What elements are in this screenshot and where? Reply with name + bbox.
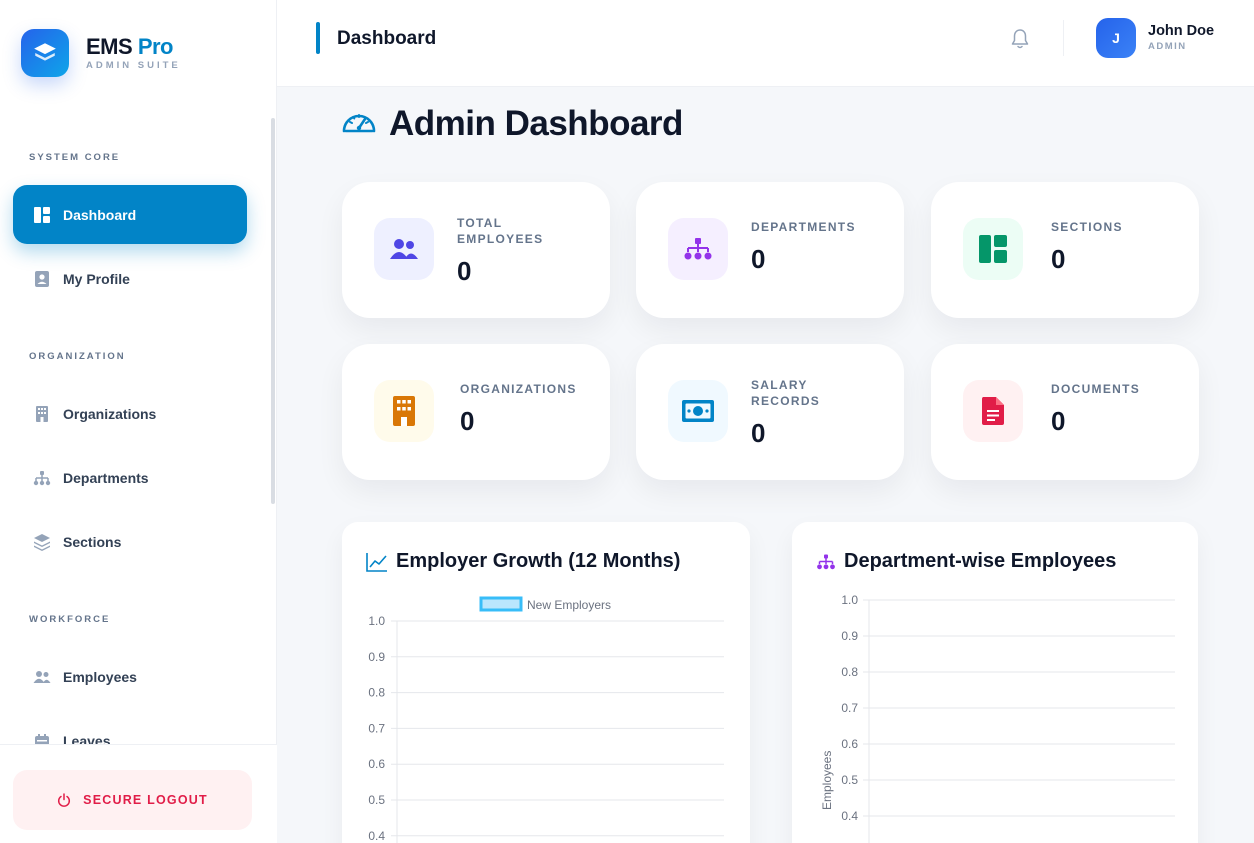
building-icon	[374, 380, 434, 442]
stat-value: 0	[460, 406, 475, 436]
sidebar-scrollbar[interactable]	[271, 118, 275, 504]
sidebar-item-label: My Profile	[63, 270, 130, 287]
y-axis-label: Employees	[820, 751, 834, 810]
sitemap-icon	[668, 218, 728, 280]
power-icon	[57, 793, 71, 807]
topbar-divider	[1063, 20, 1064, 56]
avatar[interactable]: J	[1096, 18, 1136, 58]
y-tick-label: 0.9	[368, 650, 385, 664]
y-tick-label: 0.6	[368, 757, 385, 771]
y-tick-label: 0.7	[368, 721, 385, 735]
y-tick-label: 0.8	[368, 686, 385, 700]
secure-logout-button[interactable]: SECURE LOGOUT	[13, 770, 252, 830]
chart-title: Department-wise Employees	[816, 550, 1116, 573]
stat-value: 0	[1051, 406, 1066, 436]
legend-label[interactable]: New Employers	[527, 598, 611, 612]
department-employees-panel: Department-wise Employees Employees 1.0 0…	[792, 522, 1198, 843]
stat-value: 0	[751, 244, 766, 274]
layout-icon	[963, 218, 1023, 280]
y-tick-label: 0.4	[368, 829, 385, 843]
dashboard-icon	[33, 206, 51, 224]
user-role: ADMIN	[1148, 41, 1187, 52]
page-header: Admin Dashboard	[341, 104, 683, 144]
user-name[interactable]: John Doe	[1148, 23, 1215, 39]
stat-card-organizations[interactable]: ORGANIZATIONS 0	[342, 344, 610, 480]
y-tick-label: 0.8	[841, 665, 858, 679]
topbar: Dashboard J John Doe ADMIN	[277, 0, 1254, 87]
stat-label: SALARY RECORDS	[751, 378, 821, 408]
sitemap-icon	[33, 469, 51, 487]
stat-card-documents[interactable]: DOCUMENTS 0	[931, 344, 1199, 480]
stat-card-departments[interactable]: DEPARTMENTS 0	[636, 182, 904, 318]
stat-label: DEPARTMENTS	[751, 220, 856, 234]
stat-label: DOCUMENTS	[1051, 382, 1141, 396]
y-tick-label: 0.7	[841, 701, 858, 715]
section-label-system-core: SYSTEM CORE	[29, 152, 121, 163]
brand[interactable]: EMS Pro ADMIN SUITE	[21, 29, 181, 77]
sidebar: EMS Pro ADMIN SUITE SYSTEM CORE Dashboar…	[0, 0, 277, 843]
section-label-organization: ORGANIZATION	[29, 351, 126, 362]
sidebar-item-my-profile[interactable]: My Profile	[13, 249, 247, 308]
topbar-title: Dashboard	[337, 28, 437, 49]
money-bill-icon	[668, 380, 728, 442]
stat-label: SECTIONS	[1051, 220, 1123, 234]
sidebar-item-employees[interactable]: Employees	[13, 647, 247, 706]
title-accent-bar	[316, 22, 320, 54]
sidebar-item-sections[interactable]: Sections	[13, 512, 247, 571]
department-employees-chart: Employees 1.0 0.9 0.8 0.7 0.6 0.5 0.4	[820, 593, 1175, 843]
sidebar-item-label: Sections	[63, 533, 122, 550]
y-tick-label: 0.5	[841, 773, 858, 787]
profile-badge-icon	[33, 270, 51, 288]
page-title: Admin Dashboard	[389, 104, 683, 143]
stat-card-sections[interactable]: SECTIONS 0	[931, 182, 1199, 318]
sidebar-item-departments[interactable]: Departments	[13, 448, 247, 507]
brand-logo-icon	[21, 29, 69, 77]
stat-value: 0	[751, 418, 766, 448]
stat-value: 0	[457, 256, 472, 286]
users-icon	[33, 668, 51, 686]
sidebar-item-label: Employees	[63, 668, 137, 685]
brand-name-accent: Pro	[137, 34, 174, 59]
document-icon	[963, 380, 1023, 442]
chart-title-text: Employer Growth (12 Months)	[396, 550, 681, 572]
stat-label: ORGANIZATIONS	[460, 382, 577, 396]
stat-card-salary-records[interactable]: SALARY RECORDS 0	[636, 344, 904, 480]
y-tick-label: 1.0	[368, 614, 385, 628]
stat-card-total-employees[interactable]: TOTAL EMPLOYEES 0	[342, 182, 610, 318]
employer-growth-panel: Employer Growth (12 Months) New Employer…	[342, 522, 750, 843]
bell-icon[interactable]	[1010, 28, 1030, 55]
sidebar-item-dashboard[interactable]: Dashboard	[13, 185, 247, 244]
y-tick-label: 0.5	[368, 793, 385, 807]
y-tick-label: 0.9	[841, 629, 858, 643]
section-label-workforce: WORKFORCE	[29, 614, 111, 625]
sitemap-icon	[816, 554, 836, 570]
line-chart-icon	[366, 552, 388, 572]
stat-value: 0	[1051, 244, 1066, 274]
sidebar-item-organizations[interactable]: Organizations	[13, 384, 247, 443]
y-tick-label: 0.4	[841, 809, 858, 823]
legend-swatch[interactable]	[479, 596, 523, 612]
y-tick-label: 0.6	[841, 737, 858, 751]
gauge-icon	[341, 107, 377, 142]
sidebar-item-label: Dashboard	[63, 206, 137, 223]
logout-label: SECURE LOGOUT	[83, 793, 208, 807]
brand-subtitle: ADMIN SUITE	[86, 60, 181, 71]
chart-title: Employer Growth (12 Months)	[366, 550, 680, 573]
logout-area: SECURE LOGOUT	[0, 744, 277, 843]
building-icon	[33, 405, 51, 423]
y-tick-label: 1.0	[841, 593, 858, 607]
brand-name: EMS Pro	[86, 34, 174, 59]
chart-title-text: Department-wise Employees	[844, 550, 1117, 572]
sidebar-item-label: Departments	[63, 469, 149, 486]
stat-label: TOTAL EMPLOYEES	[457, 216, 544, 246]
employer-growth-chart: New Employers 1.0 0.9 0.8 0.7 0.6 0.5 0.4	[368, 596, 724, 843]
users-icon	[374, 218, 434, 280]
sidebar-item-label: Organizations	[63, 405, 157, 422]
layers-icon	[33, 533, 51, 551]
